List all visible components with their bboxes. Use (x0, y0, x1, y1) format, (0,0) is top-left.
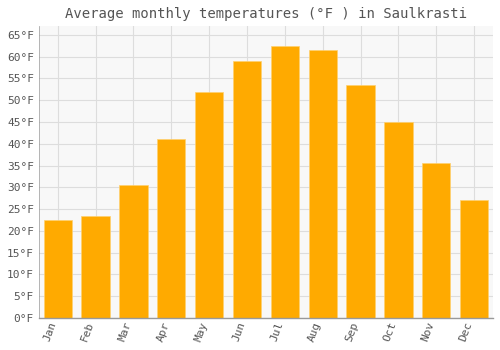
Bar (195, 92, 224, 318)
Bar (82, 216, 110, 318)
Bar (346, 85, 375, 318)
Bar (233, 61, 261, 318)
Bar (157, 139, 186, 318)
Title: Average monthly temperatures (°F ) in Saulkrasti: Average monthly temperatures (°F ) in Sa… (65, 7, 467, 21)
Bar (44, 220, 72, 318)
Bar (422, 163, 450, 318)
Bar (308, 50, 337, 318)
Bar (119, 185, 148, 318)
Bar (384, 122, 412, 318)
Bar (460, 200, 488, 318)
Bar (270, 46, 299, 318)
